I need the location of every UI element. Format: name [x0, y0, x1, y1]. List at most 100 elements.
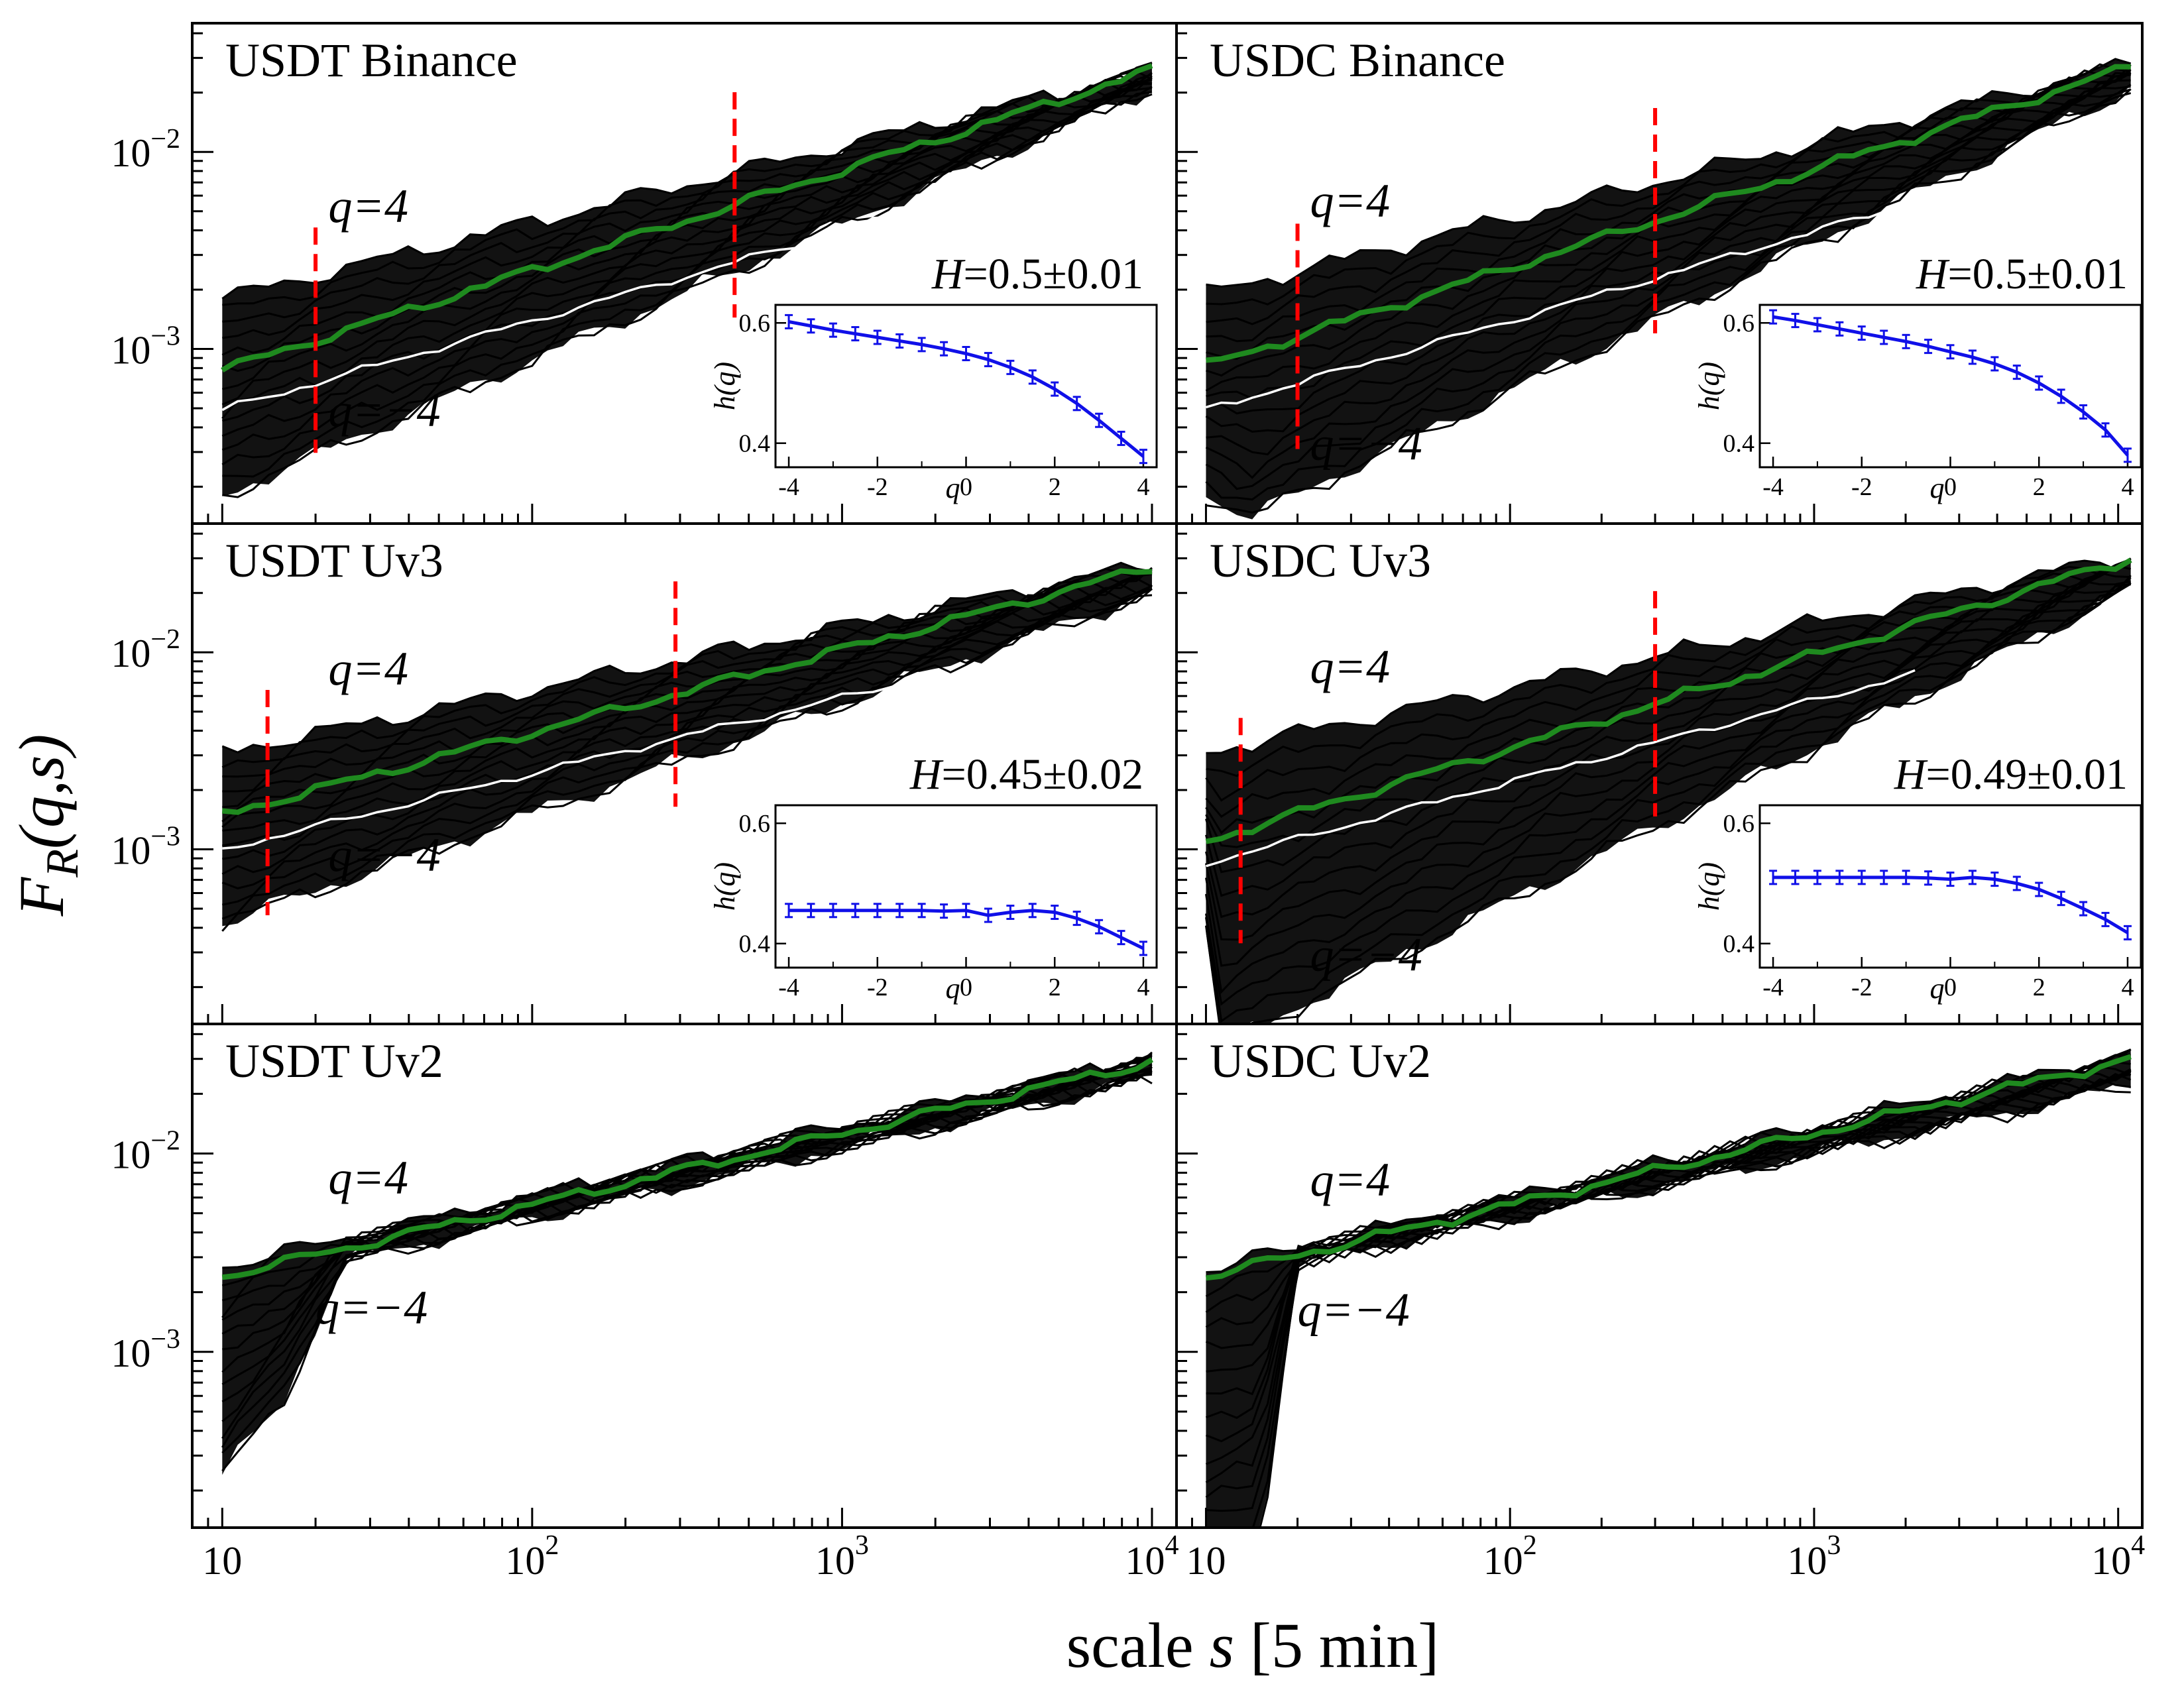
q-line: [1259, 1083, 2131, 1528]
x-tick-label: 10: [1186, 1539, 1226, 1583]
inset-x-tick-label: -2: [867, 974, 888, 1001]
hurst-label: H=0.49±0.01: [1894, 750, 2128, 799]
q-line: [1205, 557, 2132, 834]
q-line: [221, 72, 1153, 420]
inset-x-tick-label: -2: [1851, 974, 1872, 1001]
q-line: [1205, 84, 2132, 479]
y-tick-base: 10: [111, 829, 150, 873]
q2-line: [1206, 64, 2131, 363]
x-label-var: s: [1210, 1610, 1234, 1681]
inset-y-tick-label: 0.6: [739, 310, 771, 337]
hurst-symbol: H: [931, 250, 966, 298]
inset-y-label: h(q): [709, 862, 741, 911]
x-tick-exp: 3: [855, 1530, 869, 1561]
fluctuation-band: [222, 563, 1152, 927]
q-line: [1206, 58, 2132, 288]
inset-x-tick-label: 4: [2121, 473, 2134, 501]
x-tick-base: 10: [1186, 1539, 1226, 1583]
q-line: [1205, 557, 2132, 848]
x-tick-base: 10: [1787, 1539, 1827, 1583]
fluctuation-band: [222, 1052, 1152, 1475]
inset-x-tick-label: 2: [1049, 473, 1061, 501]
y-tick-label: 10−2: [111, 1126, 180, 1177]
x-tick-exp: 2: [1523, 1530, 1537, 1561]
inset-x-tick-label: 4: [1137, 974, 1149, 1001]
q-max-label: q=4: [328, 180, 408, 233]
q-line: [1251, 1078, 2131, 1528]
q-line: [1206, 558, 2132, 777]
q-line: [221, 588, 1153, 875]
x-label-suffix: [5 min]: [1234, 1610, 1439, 1681]
q-min-label: q=−4: [328, 384, 440, 437]
y-tick-exp: −3: [150, 822, 180, 852]
inset-y-tick-label: 0.6: [1723, 310, 1755, 337]
y-tick-base: 10: [111, 1133, 150, 1177]
y-axis-label: FR(q,s): [6, 734, 88, 917]
inset-y-label: h(q): [1693, 862, 1725, 911]
q-line: [1205, 72, 2132, 377]
inset-h-of-q: -4 -2 0 2 4 0.4 0.6 q h(q): [709, 304, 1158, 504]
q-line: [222, 583, 1153, 860]
q0-line: [221, 203, 936, 412]
y-label-sub: R: [37, 849, 88, 878]
q-line: [1205, 79, 2131, 433]
inset-x-label: q: [1929, 972, 1944, 1005]
q-line: [221, 584, 1153, 932]
inset-y-tick-label: 0.4: [739, 430, 771, 458]
inset-x-tick-label: 0: [960, 974, 972, 1001]
q-line: [221, 75, 1153, 406]
q-line: [1206, 63, 2131, 306]
inset-x-label: q: [1929, 472, 1944, 504]
q-line: [1205, 572, 2131, 897]
plot-area: [221, 1051, 1154, 1475]
y-label-main: F: [6, 876, 77, 917]
x-tick-exp: 4: [2131, 1530, 2145, 1561]
q-min-label: q=−4: [1298, 1283, 1410, 1336]
inset-x-tick-label: -4: [778, 974, 799, 1001]
inset-x-tick-label: 0: [1944, 473, 1957, 501]
plot-area: [221, 62, 1153, 498]
q-line: [1204, 582, 2132, 1006]
q-line: [222, 573, 1153, 809]
x-label-prefix: scale: [1066, 1610, 1210, 1681]
y-tick-label: 10−2: [111, 624, 180, 675]
inset-x-tick-label: 0: [1944, 974, 1957, 1001]
hurst-label: H=0.45±0.02: [909, 750, 1143, 799]
x-tick-label: 102: [1483, 1530, 1537, 1583]
x-tick-label: 104: [1125, 1530, 1178, 1583]
hurst-symbol: H: [909, 750, 944, 799]
hurst-value: =0.49±0.01: [1926, 750, 2128, 799]
q-line: [1206, 557, 2132, 754]
y-tick-label: 10−3: [111, 1324, 180, 1375]
inset-x-tick-label: -4: [778, 473, 799, 501]
x-tick-base: 10: [815, 1539, 855, 1583]
y-tick-label: 10−3: [111, 822, 180, 873]
panel-title: USDC Binance: [1210, 34, 1505, 87]
q-min-label: q=−4: [1310, 418, 1422, 471]
q-line: [1205, 1071, 2132, 1443]
y-tick-base: 10: [111, 1331, 150, 1375]
x-tick-label: 103: [1787, 1530, 1841, 1583]
q-line: [1205, 1073, 2132, 1465]
q0-line: [1205, 669, 1916, 868]
q-line: [1206, 69, 2131, 325]
y-tick-label: 10−2: [111, 124, 180, 175]
q-line: [221, 1070, 1153, 1386]
q-line: [222, 93, 1153, 498]
inset-x-tick-label: -4: [1762, 974, 1784, 1001]
inset-y-tick-label: 0.4: [739, 931, 771, 958]
panel-title: USDC Uv2: [1210, 1035, 1431, 1088]
inset-h-of-q: -4 -2 0 2 4 0.4 0.6 q h(q): [1693, 304, 2142, 504]
hurst-label: H=0.5±0.01: [931, 250, 1143, 298]
x-tick-exp: 4: [1165, 1530, 1178, 1561]
x-axis-label: scale s [5 min]: [1066, 1610, 1440, 1681]
plot-area: [1204, 557, 2132, 1024]
fluctuation-band: [1206, 558, 2131, 1024]
q-line: [1205, 92, 2132, 501]
inset-y-tick-label: 0.4: [1723, 931, 1755, 958]
q-line: [222, 66, 1153, 306]
inset-x-label: q: [945, 972, 960, 1005]
q-line: [221, 80, 1153, 437]
